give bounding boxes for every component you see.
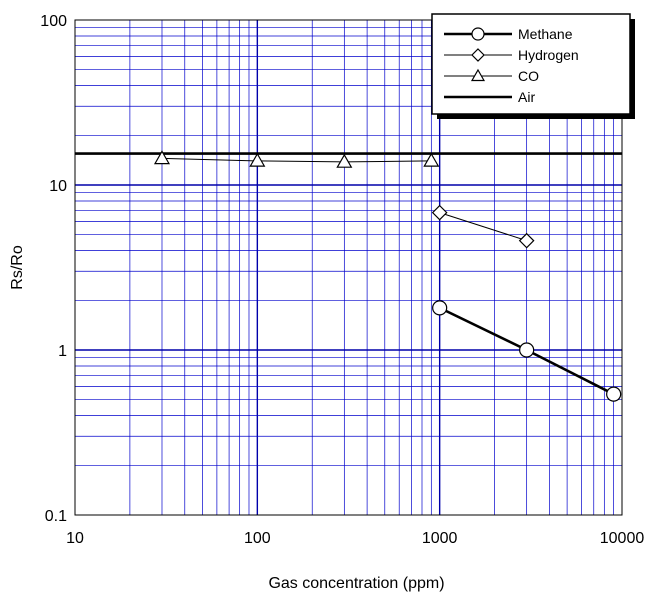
y-tick-labels: 0.1 1 10 100 xyxy=(40,13,67,525)
series-co xyxy=(153,150,440,168)
x-tick-labels: 10 100 1000 10000 xyxy=(66,530,644,547)
data-point-co xyxy=(249,152,266,167)
y-tick-label: 1 xyxy=(58,343,67,360)
legend-label-methane: Methane xyxy=(518,26,573,42)
series-line-co xyxy=(161,157,432,163)
data-point-hydrogen xyxy=(518,232,535,249)
legend-label-hydrogen: Hydrogen xyxy=(518,47,579,63)
legend-marker-methane xyxy=(471,27,485,41)
legend-marker-co xyxy=(470,68,486,82)
legend-marker-hydrogen xyxy=(471,48,485,62)
x-tick-label: 10 xyxy=(66,530,84,547)
legend-item-hydrogen: Hydrogen xyxy=(444,47,579,63)
y-tick-label: 100 xyxy=(40,13,67,30)
legend-item-co: CO xyxy=(444,68,539,84)
legend-item-methane: Methane xyxy=(444,26,573,42)
x-axis-title: Gas concentration (ppm) xyxy=(268,575,444,592)
x-tick-label: 10000 xyxy=(600,530,645,547)
data-point-methane xyxy=(606,386,622,402)
y-axis-title: Rs/Ro xyxy=(9,245,26,290)
data-point-methane xyxy=(432,300,448,316)
data-point-hydrogen xyxy=(431,204,448,221)
x-tick-label: 100 xyxy=(244,530,271,547)
y-tick-label: 0.1 xyxy=(45,508,67,525)
x-tick-label: 1000 xyxy=(422,530,458,547)
series-methane xyxy=(432,300,622,402)
y-tick-label: 10 xyxy=(49,178,67,195)
series-line-hydrogen xyxy=(439,212,527,242)
data-point-co xyxy=(336,153,353,168)
series-hydrogen xyxy=(431,204,535,249)
data-point-co xyxy=(153,150,171,165)
legend-label-air: Air xyxy=(518,89,535,105)
legend: Methane Hydrogen CO Air xyxy=(431,13,635,119)
legend-label-co: CO xyxy=(518,68,539,84)
series-layer xyxy=(75,150,622,402)
data-point-methane xyxy=(519,342,535,358)
plot-frame xyxy=(74,19,623,516)
legend-item-air: Air xyxy=(444,89,535,105)
data-point-co xyxy=(423,152,440,167)
